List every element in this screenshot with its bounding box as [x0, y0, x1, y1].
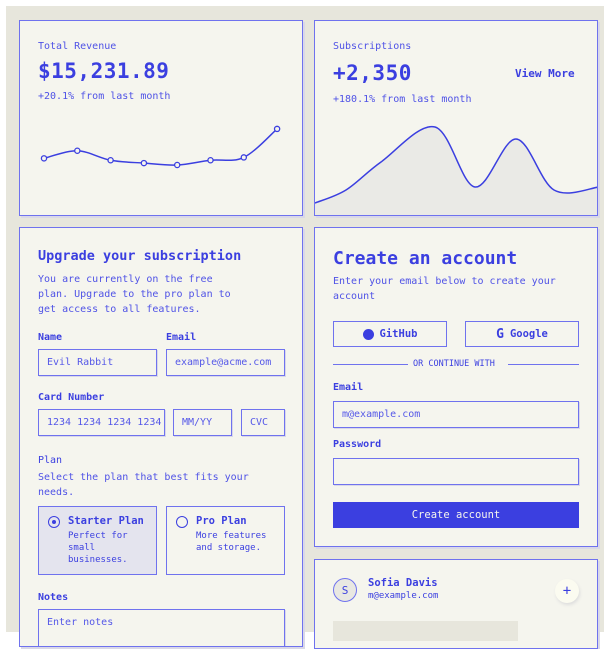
user-card: S Sofia Davis m@example.com +: [314, 559, 598, 649]
subscriptions-label: Subscriptions: [333, 41, 412, 52]
revenue-label: Total Revenue: [38, 41, 117, 52]
create-account-card: Create an account Enter your email below…: [314, 227, 598, 547]
user-email: m@example.com: [368, 591, 439, 601]
google-icon: G: [496, 326, 504, 342]
revenue-point: [273, 125, 281, 133]
view-more-link[interactable]: View More: [515, 67, 575, 80]
password-input[interactable]: [333, 458, 579, 485]
card-number-label: Card Number: [38, 392, 105, 403]
divider-line: [333, 364, 408, 365]
email-input[interactable]: m@example.com: [333, 401, 579, 428]
plan-name: Starter Plan: [68, 515, 144, 527]
revenue-point: [240, 154, 248, 161]
plan-option-pro[interactable]: Pro Plan More features and storage.: [166, 506, 285, 575]
subscriptions-chart: [315, 126, 597, 215]
revenue-value: $15,231.89: [38, 59, 170, 83]
subscriptions-area: [315, 126, 597, 215]
add-button[interactable]: +: [555, 579, 579, 603]
github-label: GitHub: [379, 328, 418, 340]
radio-selected-icon[interactable]: [48, 516, 60, 528]
plan-description: Select the plan that best fits your need…: [38, 472, 249, 498]
create-title: Create an account: [333, 248, 518, 269]
name-label: Name: [38, 332, 63, 343]
card-number-input[interactable]: 1234 1234 1234 1234: [38, 409, 165, 436]
plan-desc: Perfect for small businesses.: [68, 531, 128, 565]
email-label: Email: [333, 382, 364, 393]
create-description: Enter your email below to create your ac…: [333, 276, 556, 302]
revenue-point: [207, 156, 214, 164]
divider-line: [508, 364, 579, 365]
notes-input[interactable]: Enter notes: [38, 609, 285, 646]
cvc-input[interactable]: CVC: [241, 409, 285, 436]
subscriptions-value: +2,350: [333, 61, 412, 85]
plan-option-starter[interactable]: Starter Plan Perfect for small businesse…: [38, 506, 157, 575]
user-name: Sofia Davis: [368, 577, 438, 589]
upgrade-title: Upgrade your subscription: [38, 248, 242, 264]
email-label: Email: [166, 332, 197, 343]
google-button[interactable]: G Google: [465, 321, 579, 347]
upgrade-description: You are currently on the free plan. Upgr…: [38, 274, 231, 315]
divider-text: OR CONTINUE WITH: [413, 359, 495, 369]
revenue-point: [107, 156, 114, 164]
password-label: Password: [333, 439, 382, 450]
name-input[interactable]: Evil Rabbit: [38, 349, 157, 376]
page: Total Revenue $15,231.89 +20.1% from las…: [6, 6, 604, 649]
plan-label: Plan: [38, 455, 63, 466]
revenue-change: +20.1% from last month: [38, 91, 171, 102]
google-label: Google: [509, 328, 548, 340]
github-button[interactable]: GitHub: [333, 321, 447, 347]
revenue-chart: [40, 125, 281, 169]
plan-name: Pro Plan: [196, 515, 247, 527]
expiry-input[interactable]: MM/YY: [173, 409, 232, 436]
plan-desc: More features and storage.: [196, 531, 267, 553]
radio-unselected-icon[interactable]: [176, 516, 188, 528]
revenue-point: [173, 161, 181, 169]
placeholder-block: [333, 621, 518, 641]
email-input[interactable]: example@acme.com: [166, 349, 285, 376]
subscriptions-change: +180.1% from last month: [333, 94, 472, 105]
create-account-button[interactable]: Create account: [333, 502, 579, 528]
subscriptions-line: [315, 126, 597, 204]
revenue-card: Total Revenue $15,231.89 +20.1% from las…: [19, 20, 303, 216]
github-icon: [362, 328, 374, 340]
subscriptions-card: Subscriptions +2,350 View More +180.1% f…: [314, 20, 598, 216]
revenue-point: [74, 147, 81, 155]
revenue-point: [140, 159, 148, 167]
upgrade-card: Upgrade your subscription You are curren…: [19, 227, 303, 647]
revenue-point: [40, 155, 48, 162]
notes-label: Notes: [38, 592, 69, 603]
avatar: S: [333, 578, 357, 602]
